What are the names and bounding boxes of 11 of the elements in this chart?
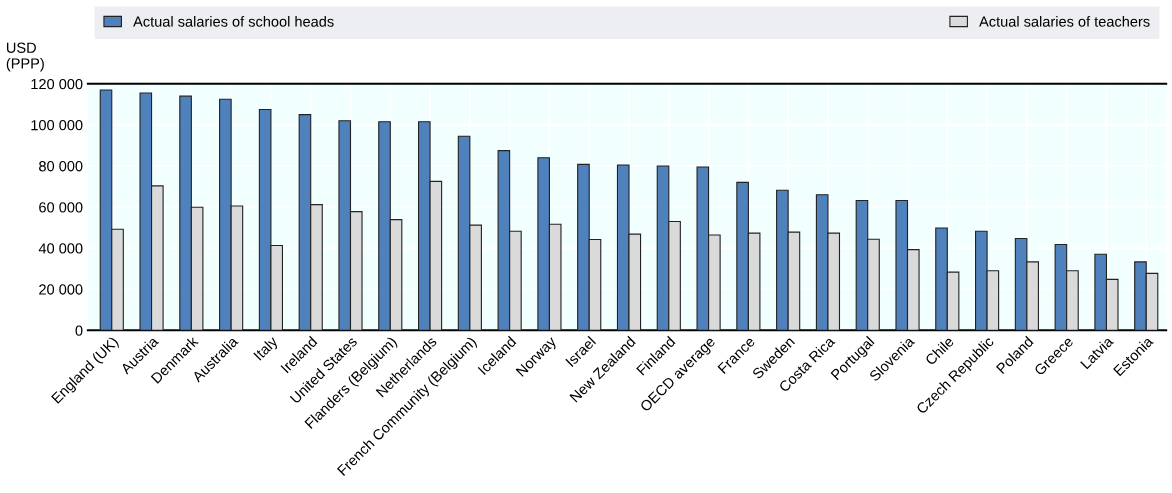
x-tick-label: Italy	[252, 335, 281, 363]
y-tick-label: 0	[75, 325, 83, 336]
y-tick-label: 40 000	[38, 243, 83, 254]
legend-label: Actual salaries of teachers	[979, 16, 1150, 27]
y-axis-title: USD (PPP)	[6, 42, 44, 72]
y-tick-label: 120 000	[31, 78, 83, 90]
y-tick-label: 60 000	[39, 202, 83, 213]
y-tick-label: 80 000	[39, 161, 83, 172]
y-tick-label: 100 000	[31, 119, 83, 131]
legend-label: Actual salaries of school heads	[133, 16, 334, 27]
y-tick-label: 20 000	[39, 284, 83, 295]
